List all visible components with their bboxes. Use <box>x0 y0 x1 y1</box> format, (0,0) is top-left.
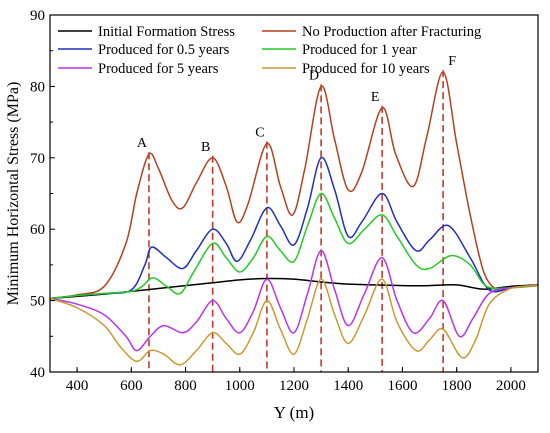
y-tick-label: 60 <box>30 222 45 238</box>
fracture-label-E: E <box>371 90 380 105</box>
series-line-5 <box>50 249 538 352</box>
axis-ticks: 400 600 800 1000 1200 1400 1600 1800 2000 40 50 60 7… <box>30 8 526 394</box>
y-tick-label: 50 <box>30 294 45 310</box>
fracture-label-C: C <box>255 126 264 141</box>
x-tick-label: 1600 <box>387 378 417 394</box>
y-tick-label: 90 <box>30 8 45 24</box>
x-tick-label: 1800 <box>442 378 472 394</box>
fracture-lines <box>148 70 444 372</box>
series-line-4 <box>50 192 538 300</box>
legend-label-6: Produced for 10 years <box>302 61 430 77</box>
y-tick-label: 40 <box>30 365 45 381</box>
y-tick-label: 80 <box>30 79 45 95</box>
x-tick-label: 400 <box>66 378 89 394</box>
series-line-2 <box>50 71 538 300</box>
y-axis-label: Minimum Horizontal Stress (MPa) <box>5 82 22 306</box>
fracture-label-D: D <box>309 68 319 83</box>
legend-label-2: No Production after Fracturing <box>302 24 481 40</box>
legend-label-4: Produced for 1 year <box>302 42 417 58</box>
legend-label-3: Produced for 0.5 years <box>98 42 230 58</box>
x-tick-label: 1000 <box>225 378 255 394</box>
legend-label-5: Produced for 5 years <box>98 61 219 77</box>
y-tick-label: 70 <box>30 151 45 167</box>
fracture-label-A: A <box>137 136 148 151</box>
legend: Initial Formation Stress No Production af… <box>58 24 481 77</box>
fracture-labels: A B C D E F <box>137 54 456 155</box>
fracture-label-B: B <box>201 140 210 155</box>
x-tick-label: 800 <box>174 378 197 394</box>
series-lines <box>50 71 538 366</box>
series-line-6 <box>50 278 538 366</box>
x-tick-label: 1200 <box>279 378 309 394</box>
fracture-label-F: F <box>448 54 456 69</box>
x-tick-label: 600 <box>120 378 143 394</box>
x-tick-label: 2000 <box>496 378 526 394</box>
x-tick-label: 1400 <box>333 378 363 394</box>
x-axis-label: Y (m) <box>274 403 314 422</box>
legend-label-1: Initial Formation Stress <box>98 24 235 40</box>
series-line-3 <box>50 157 538 300</box>
